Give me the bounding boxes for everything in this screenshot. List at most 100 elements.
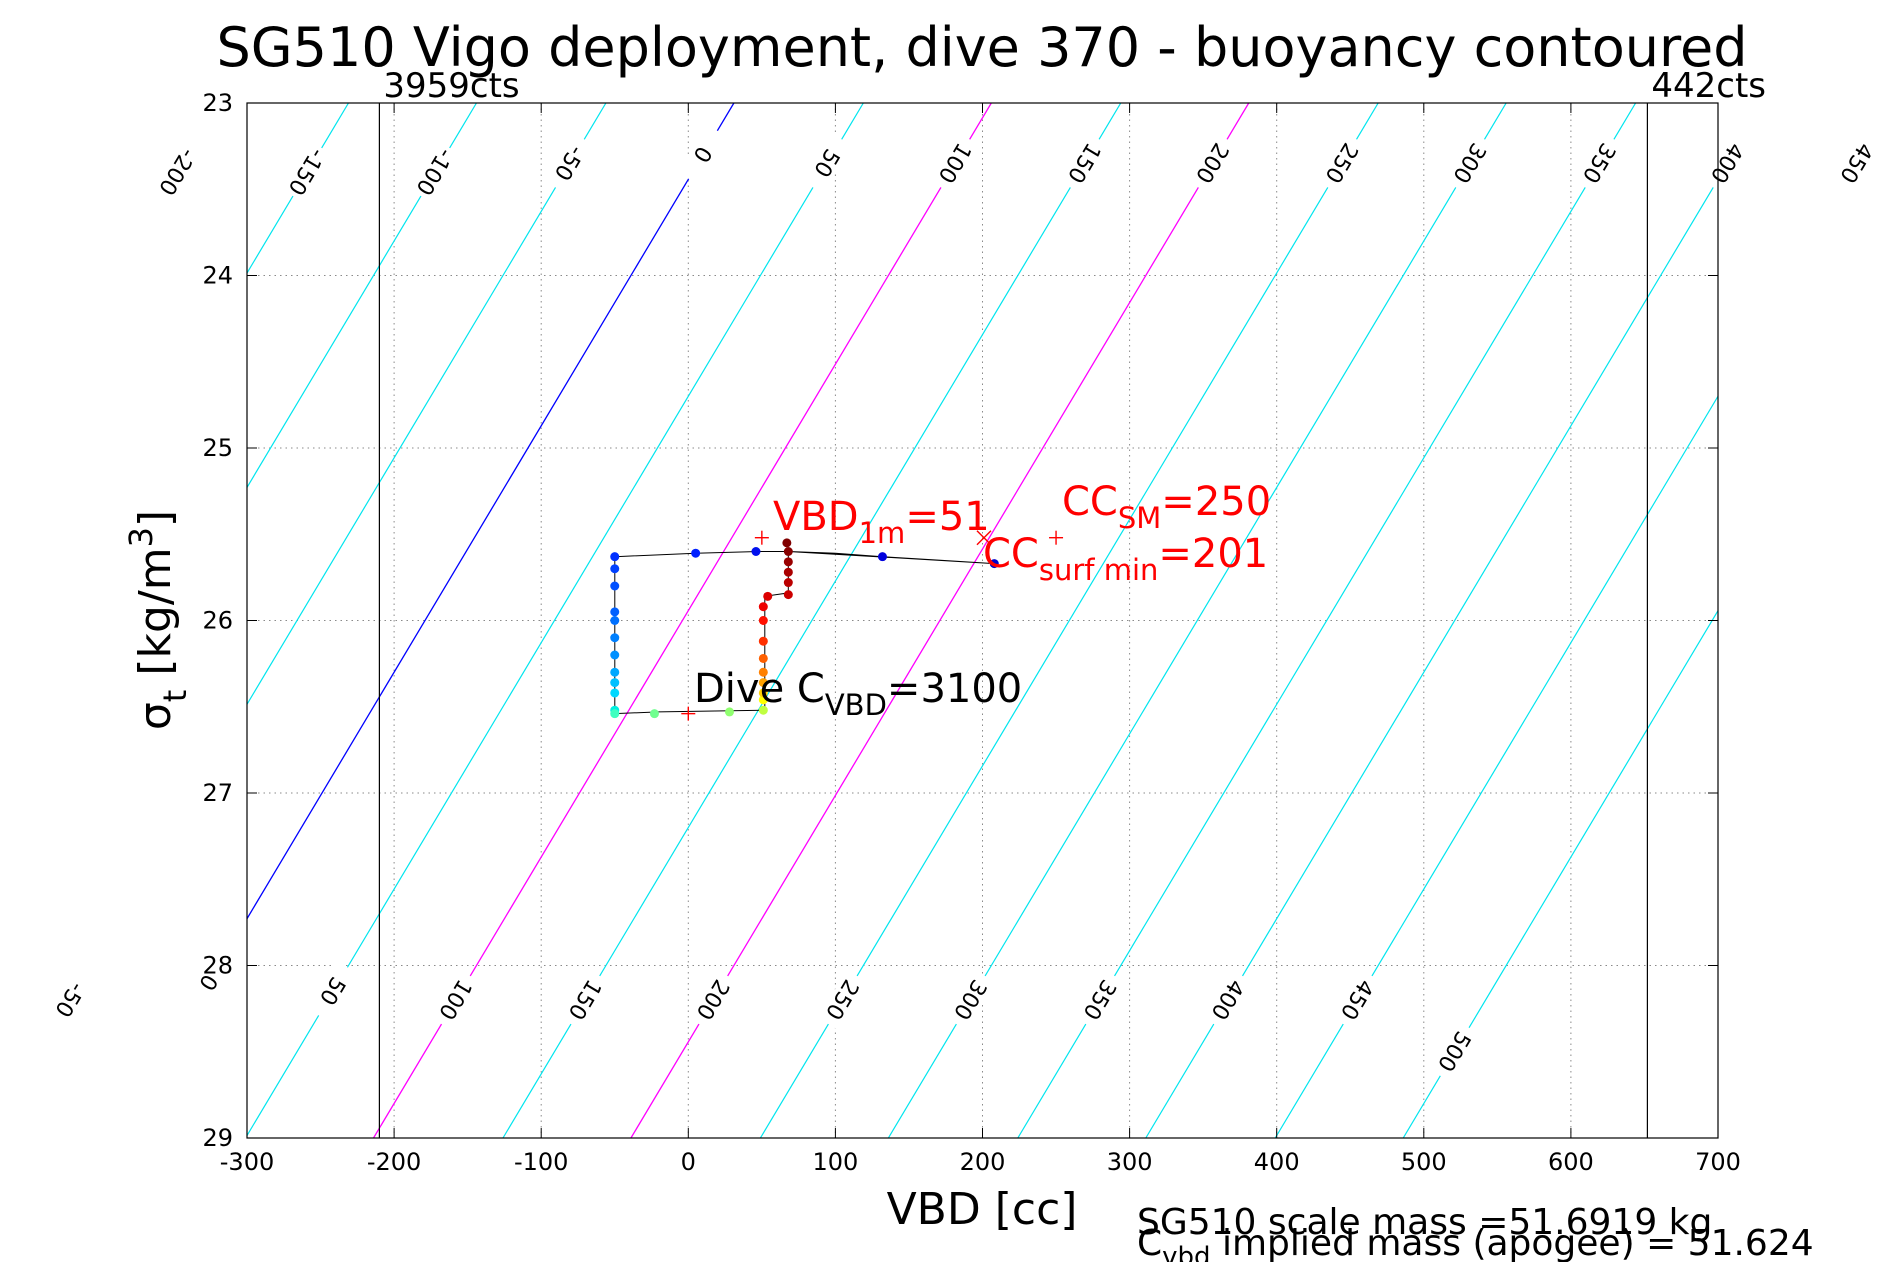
contour-label-layer: -450-400-350-300-250-200-150-100-5005010… (45, 124, 1882, 1082)
contour-label-mask (678, 124, 728, 185)
dive-point-25 (758, 616, 768, 625)
contour-label-mask (545, 133, 595, 194)
contour-label-mask (1574, 133, 1625, 194)
contour-label-top-13: 200 (1188, 133, 1238, 194)
dive-point-4 (610, 552, 620, 562)
contour-label-mask (1332, 969, 1383, 1031)
annotation-implied-mass: Cvbd implied mass (apogee) = 51.624 (1137, 1223, 1814, 1262)
contour-label-mask (818, 969, 868, 1031)
x-tick-label: 100 (812, 1148, 858, 1176)
contour-label-mask (930, 133, 980, 194)
dive-point-26 (758, 602, 768, 612)
contour-label-mask (1832, 133, 1882, 194)
contour-line-150 (502, 103, 1122, 1138)
y-tick-label: 24 (202, 262, 233, 290)
dive-point-21 (758, 678, 768, 688)
dive-point-18 (758, 705, 768, 715)
dive-point-11 (610, 667, 620, 677)
contour-line-350 (1017, 103, 1637, 1138)
contour-label-mask (410, 141, 460, 203)
contour-line-250 (759, 103, 1379, 1138)
contour-label-mask (560, 969, 610, 1031)
contour-label-mask (431, 969, 481, 1031)
y-tick-label: 25 (202, 434, 233, 462)
annotation-scale-mass: SG510 scale mass =51.6919 kg (1137, 1202, 1712, 1243)
contour-label-mask (153, 141, 203, 203)
contour-label-mask (688, 969, 738, 1031)
dive-point-5 (610, 564, 620, 574)
contour-label-mask (1445, 133, 1495, 194)
annotation-ccsm: CCSM=250 (1062, 479, 1271, 535)
dive-point-23 (758, 653, 768, 663)
contour-label-mask (802, 133, 852, 194)
contour-line-100 (372, 103, 992, 1138)
dive-point-12 (610, 678, 620, 688)
marker-1 (1049, 530, 1064, 545)
annotation-dive-cvbd: Dive CVBD=3100 (694, 666, 1022, 722)
y-tick-label: 29 (202, 1124, 233, 1152)
dive-point-17 (724, 707, 734, 717)
contour-label-mask (1188, 133, 1238, 194)
marker-0 (754, 530, 769, 545)
marker-stroke (976, 530, 992, 546)
annotation-layer: VBD1m=51 CCSM=250 CCsurf min=201 Dive CV… (694, 479, 1814, 1262)
x-tick-label: 700 (1695, 1148, 1741, 1176)
annotation-ccsurf: CCsurf min=201 (983, 531, 1268, 587)
annotation-vbd1m: VBD1m=51 (773, 494, 990, 550)
x-tick-label: 400 (1254, 1148, 1300, 1176)
dive-point-32 (783, 547, 793, 556)
x-tick-layer: -300 -200 -100 0 100 200 300 400 500 600 700 (220, 103, 1741, 1176)
y-tick-label: 26 (202, 607, 233, 635)
contour-label-bottom-5: 50 (308, 961, 358, 1022)
contour-line--100 (247, 103, 477, 489)
x-tick-label: -300 (220, 1148, 274, 1176)
dive-point-13 (610, 688, 620, 698)
marker-layer (681, 530, 1064, 721)
dive-point-19 (758, 695, 768, 705)
x-tick-label: -200 (367, 1148, 421, 1176)
chart-title: SG510 Vigo deployment, dive 370 - buoyan… (217, 16, 1748, 79)
contour-label-mask (308, 961, 358, 1022)
contour-label-bottom-8: 200 (688, 969, 738, 1031)
contour-line-50 (247, 103, 864, 1137)
contour-label-mask (1075, 969, 1125, 1031)
dive-point-15 (610, 709, 620, 719)
contour-label-mask (1702, 133, 1753, 194)
contour-line-0 (247, 103, 735, 920)
dive-point-10 (610, 650, 620, 660)
x-tick-label: 300 (1107, 1148, 1153, 1176)
contour-label-mask (184, 952, 234, 1013)
marker-3 (681, 706, 696, 721)
limit-label-1: 442cts (1651, 66, 1766, 106)
dive-point-27 (763, 591, 773, 601)
contour-label-mask (946, 969, 996, 1031)
dive-point-20 (758, 688, 768, 698)
x-tick-label: 0 (681, 1148, 696, 1176)
contour-label-bottom-10: 300 (946, 969, 996, 1031)
dive-point-3 (691, 548, 701, 558)
dive-point-0 (989, 559, 999, 569)
dive-point-24 (758, 636, 768, 646)
dive-point-2 (751, 547, 761, 556)
dive-point-9 (610, 633, 620, 643)
contour-line-450 (1274, 395, 1718, 1138)
contour-line-400 (1145, 178, 1718, 1138)
marker-2 (976, 530, 992, 546)
contour-layer (247, 103, 1718, 1138)
contour-line--50 (247, 103, 607, 706)
dive-point-29 (783, 578, 793, 588)
limit-layer: 3959cts 442cts (378, 66, 1766, 1138)
contour-label-mask (1060, 133, 1110, 194)
dive-point-31 (783, 557, 793, 567)
dive-point-28 (783, 590, 793, 600)
y-tick-label: 23 (202, 89, 233, 117)
contour-label-mask (1430, 1021, 1480, 1082)
contour-label-top-9: 0 (678, 124, 728, 185)
dive-point-33 (782, 538, 792, 548)
y-tick-layer: 23 24 25 26 27 28 29 (202, 89, 1718, 1152)
contour-label-bottom-4: 0 (184, 952, 234, 1013)
dive-point-16 (649, 709, 659, 719)
dive-point-7 (610, 607, 620, 617)
limit-label-0: 3959cts (383, 66, 519, 106)
